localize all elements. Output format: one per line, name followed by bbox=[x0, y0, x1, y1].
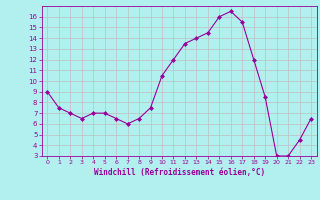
X-axis label: Windchill (Refroidissement éolien,°C): Windchill (Refroidissement éolien,°C) bbox=[94, 168, 265, 177]
